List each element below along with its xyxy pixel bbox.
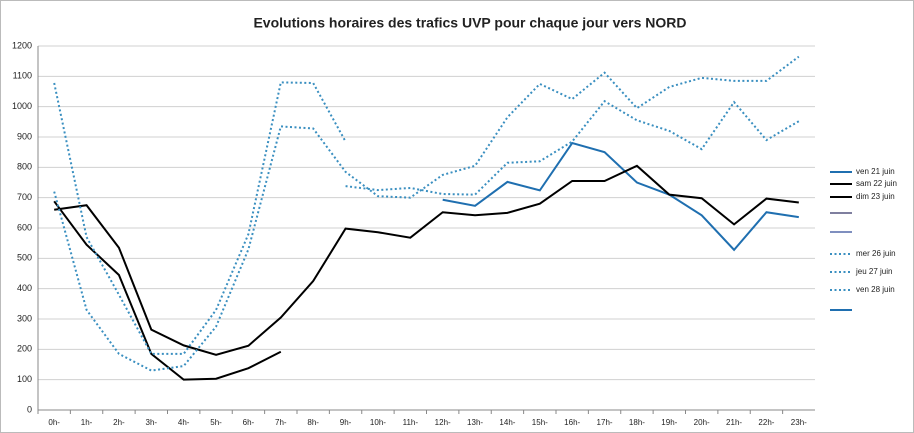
- y-tick-label: 900: [17, 131, 32, 141]
- x-tick-label: 4h-: [178, 418, 190, 427]
- series-line: [54, 164, 799, 356]
- x-tick-label: 13h-: [467, 418, 483, 427]
- x-tick-label: 9h-: [340, 418, 352, 427]
- x-tick-label: 6h-: [243, 418, 255, 427]
- x-tick-label: 20h-: [694, 418, 710, 427]
- legend-label: dim 23 juin: [856, 192, 895, 201]
- x-tick-label: 12h-: [435, 418, 451, 427]
- series-line: [442, 141, 799, 252]
- x-tick-label: 22h-: [758, 418, 774, 427]
- x-tick-label: 2h-: [113, 418, 125, 427]
- y-tick-label: 800: [17, 162, 32, 172]
- y-tick-label: 500: [17, 253, 32, 263]
- y-tick-label: 400: [17, 283, 32, 293]
- series-line: [53, 81, 347, 355]
- x-tick-label: 23h-: [791, 418, 807, 427]
- y-tick-label: 1100: [13, 71, 32, 81]
- x-tick-label: 16h-: [564, 418, 580, 427]
- x-tick-label: 5h-: [210, 418, 222, 427]
- y-tick-label: 600: [17, 222, 32, 232]
- y-tick-label: 200: [17, 344, 32, 354]
- x-tick-label: 11h-: [403, 418, 419, 427]
- x-tick-label: 14h-: [499, 418, 515, 427]
- y-tick-label: 1200: [12, 40, 32, 50]
- x-tick-label: 17h-: [597, 418, 613, 427]
- y-tick-label: 0: [27, 404, 32, 414]
- y-tick-label: 300: [17, 313, 32, 323]
- y-tick-label: 100: [17, 374, 32, 384]
- legend-label: jeu 27 juin: [855, 267, 892, 276]
- x-tick-label: 18h-: [629, 418, 645, 427]
- x-tick-label: 1h-: [81, 418, 93, 427]
- legend-label: mer 26 juin: [856, 249, 896, 258]
- x-tick-label: 3h-: [146, 418, 158, 427]
- legend-label: ven 21 juin: [856, 167, 895, 176]
- x-tick-label: 19h-: [661, 418, 677, 427]
- x-tick-label: 8h-: [307, 418, 319, 427]
- y-tick-label: 700: [17, 192, 32, 202]
- x-tick-label: 7h-: [275, 418, 287, 427]
- legend-label: ven 28 juin: [856, 285, 895, 294]
- series-line: [53, 200, 282, 381]
- x-tick-label: 0h-: [48, 418, 60, 427]
- x-tick-label: 15h-: [532, 418, 548, 427]
- chart-title: Evolutions horaires des trafics UVP pour…: [253, 15, 686, 31]
- y-tick-label: 1000: [12, 101, 32, 111]
- x-tick-label: 21h-: [726, 418, 742, 427]
- legend-label: sam 22 juin: [856, 179, 897, 188]
- x-tick-label: 10h-: [370, 418, 386, 427]
